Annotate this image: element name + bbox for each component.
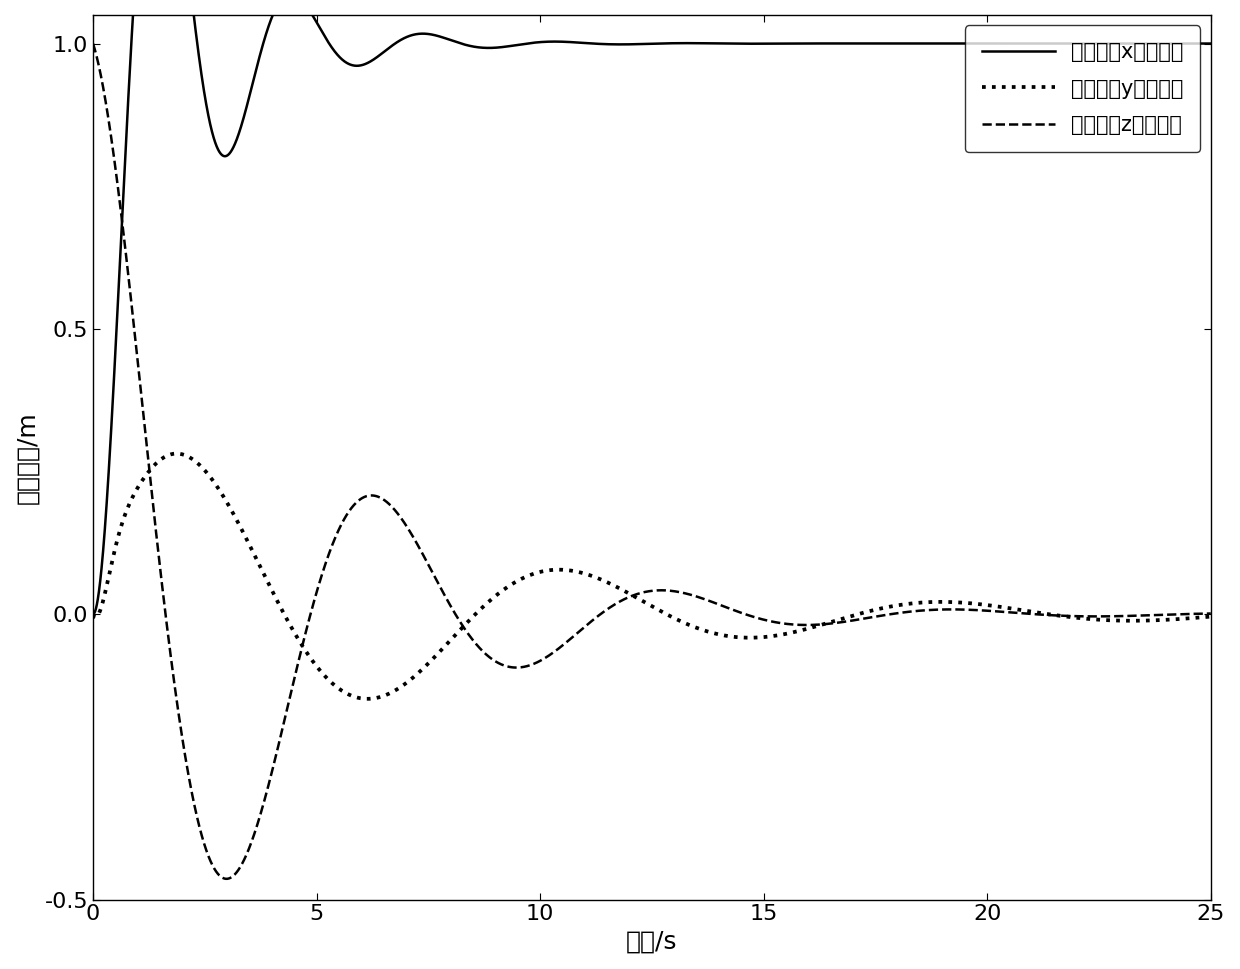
卫星指向x方向坐标 bbox=[1203, 38, 1218, 49]
卫星指向z方向坐标 bbox=[305, 602, 320, 613]
卫星指向z方向坐标 bbox=[91, 56, 105, 68]
卫星指向x方向坐标 bbox=[305, 9, 320, 20]
卫星指向y方向坐标 bbox=[131, 480, 146, 491]
卫星指向y方向坐标 bbox=[91, 610, 105, 621]
卫星指向y方向坐标 bbox=[305, 655, 320, 667]
Line: 卫星指向z方向坐标: 卫星指向z方向坐标 bbox=[93, 44, 1210, 879]
卫星指向z方向坐标 bbox=[219, 873, 234, 885]
Y-axis label: 卫星指向/m: 卫星指向/m bbox=[15, 411, 38, 504]
卫星指向z方向坐标 bbox=[1203, 608, 1218, 619]
卫星指向x方向坐标 bbox=[91, 592, 105, 604]
卫星指向y方向坐标 bbox=[1145, 614, 1159, 626]
卫星指向z方向坐标 bbox=[153, 560, 167, 572]
卫星指向x方向坐标 bbox=[632, 39, 647, 50]
卫星指向z方向坐标 bbox=[131, 371, 146, 383]
卫星指向z方向坐标 bbox=[632, 587, 647, 599]
卫星指向y方向坐标 bbox=[86, 609, 100, 620]
卫星指向z方向坐标 bbox=[1145, 610, 1159, 621]
卫星指向x方向坐标 bbox=[86, 609, 100, 620]
卫星指向y方向坐标 bbox=[153, 454, 167, 466]
卫星指向y方向坐标 bbox=[169, 448, 184, 459]
卫星指向z方向坐标 bbox=[86, 38, 100, 49]
Line: 卫星指向x方向坐标: 卫星指向x方向坐标 bbox=[93, 0, 1210, 614]
Line: 卫星指向y方向坐标: 卫星指向y方向坐标 bbox=[93, 453, 1210, 699]
卫星指向y方向坐标 bbox=[632, 594, 647, 606]
X-axis label: 时间/s: 时间/s bbox=[626, 930, 678, 954]
Legend: 卫星指向x方向坐标, 卫星指向y方向坐标, 卫星指向z方向坐标: 卫星指向x方向坐标, 卫星指向y方向坐标, 卫星指向z方向坐标 bbox=[965, 25, 1200, 152]
卫星指向y方向坐标 bbox=[360, 693, 374, 704]
卫星指向x方向坐标 bbox=[1145, 38, 1159, 49]
卫星指向y方向坐标 bbox=[1203, 610, 1218, 622]
